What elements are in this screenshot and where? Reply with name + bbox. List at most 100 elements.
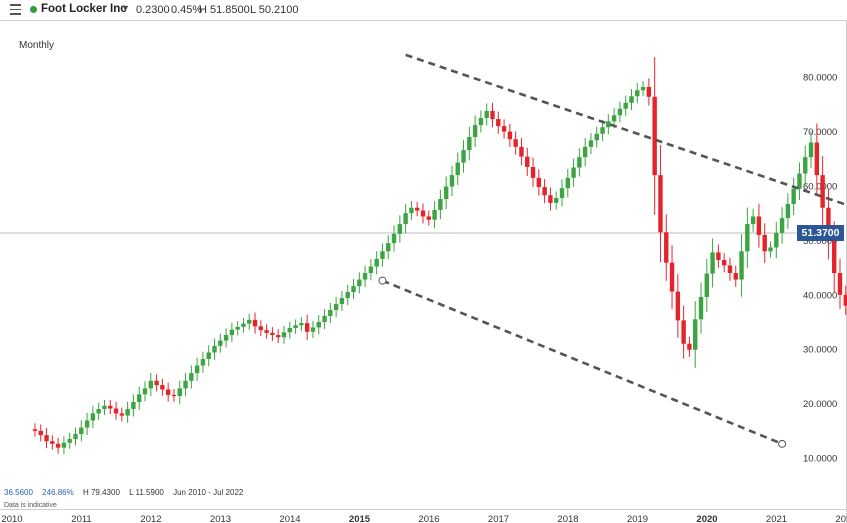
candle-body <box>165 389 171 395</box>
candle-body <box>299 323 304 326</box>
hamburger-menu-icon[interactable] <box>10 4 21 15</box>
candle-body <box>194 365 200 374</box>
candle-body <box>281 332 287 338</box>
candle-body <box>73 434 78 439</box>
candle-body <box>67 438 72 443</box>
candle-body <box>171 394 177 397</box>
candle-body <box>832 240 837 274</box>
candle-body <box>287 327 292 333</box>
candle-body <box>113 408 119 414</box>
candle-body <box>530 166 536 178</box>
candle-body <box>432 209 437 220</box>
support-trendline <box>381 279 783 446</box>
candle-body <box>843 294 847 306</box>
y-tick-label: 30.0000 <box>803 345 837 356</box>
candle-body <box>333 304 339 311</box>
candle-body <box>328 310 333 317</box>
candle-body <box>687 343 692 350</box>
instrument-name[interactable]: Foot Locker Inc <box>41 3 127 15</box>
candle-body <box>391 233 397 244</box>
candle-body <box>681 320 686 344</box>
candle-body <box>548 195 553 203</box>
candle-body <box>218 340 223 346</box>
x-tick-label: 2020 <box>696 514 717 523</box>
x-tick-label: 2021 <box>766 514 787 523</box>
x-tick-label: 2022 <box>835 514 847 523</box>
candle-body <box>582 146 588 158</box>
candle-body <box>316 322 321 328</box>
trendline-handle <box>778 439 787 448</box>
candle-body <box>716 252 721 260</box>
candle-body <box>304 323 310 332</box>
footer-period: Jun 2010 - Jul 2022 <box>173 488 244 497</box>
market-status-dot <box>30 6 37 13</box>
candle-body <box>61 442 67 448</box>
candle-body <box>102 405 107 410</box>
candle-body <box>183 380 188 389</box>
x-tick-label: 2017 <box>488 514 509 523</box>
candle-body <box>131 401 136 410</box>
y-tick-label: 40.0000 <box>803 290 837 301</box>
footer-last-low: 36.5600 <box>4 488 33 497</box>
candle-body <box>594 133 599 141</box>
candle-body <box>235 326 240 330</box>
candle-body <box>513 139 518 147</box>
candle-body <box>507 131 513 140</box>
candle-body <box>200 358 206 366</box>
x-tick-label: 2019 <box>627 514 648 523</box>
y-tick-label: 80.0000 <box>803 73 837 84</box>
candle-body <box>559 188 565 198</box>
candle-body <box>362 273 368 280</box>
candle-body <box>44 435 49 442</box>
candle-body <box>652 96 657 176</box>
x-tick-label: 2013 <box>210 514 231 523</box>
candle-body <box>345 292 350 299</box>
candle-body <box>90 413 96 421</box>
candle-body <box>501 126 507 132</box>
candle-body <box>270 332 275 336</box>
candle-body <box>84 420 90 428</box>
candle-body <box>108 405 113 409</box>
candle-body <box>808 142 814 158</box>
candle-body <box>785 203 791 219</box>
x-tick-label: 2015 <box>349 514 371 523</box>
candle-body <box>160 385 165 390</box>
candle-body <box>664 232 669 263</box>
x-tick-label: 2018 <box>557 514 578 523</box>
candle-body <box>739 251 744 280</box>
candle-body <box>658 175 663 233</box>
candle-body <box>768 247 773 252</box>
candle-body <box>704 273 709 297</box>
trendline-handle <box>378 276 387 285</box>
candle-body <box>119 413 125 416</box>
current-price-label: 51.3700 <box>797 224 844 241</box>
session-low: L 50.2100 <box>250 4 299 16</box>
candle-body <box>247 319 252 324</box>
candle-body <box>449 175 455 187</box>
instrument-dropdown-icon[interactable]: ▼ <box>121 3 130 13</box>
candle-body <box>461 150 466 163</box>
candle-body <box>588 140 594 147</box>
candle-body <box>229 329 235 336</box>
candle-body <box>339 298 345 305</box>
candle-body <box>276 335 281 338</box>
candle-body <box>79 427 84 435</box>
footer-range-low: L 11.5900 <box>129 488 164 497</box>
candle-body <box>223 335 229 341</box>
candle-body <box>519 146 524 157</box>
candle-body <box>669 262 675 292</box>
candle-body <box>779 218 785 233</box>
candle-body <box>733 273 738 280</box>
candle-body <box>386 243 391 252</box>
candle-body <box>420 210 426 217</box>
candle-body <box>565 177 570 189</box>
x-tick-label: 2014 <box>279 514 300 523</box>
candle-body <box>710 252 715 274</box>
candle-body <box>721 259 727 266</box>
candle-body <box>438 199 443 210</box>
candle-body <box>351 286 356 293</box>
footer-range-high: H 79.4300 <box>82 488 120 497</box>
y-tick-label: 50.0000 <box>803 236 837 247</box>
